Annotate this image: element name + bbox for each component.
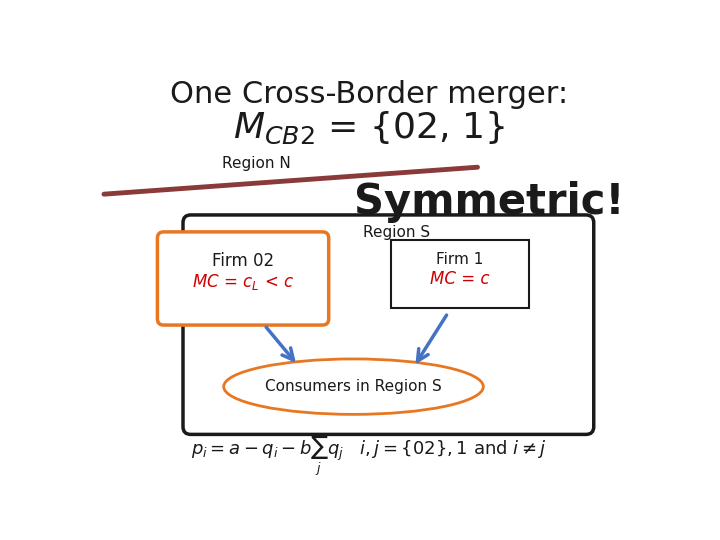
- FancyBboxPatch shape: [158, 232, 329, 325]
- Text: MC = c$_L$ < c: MC = c$_L$ < c: [192, 272, 294, 292]
- Text: MC = c: MC = c: [430, 270, 490, 288]
- Text: Firm 1: Firm 1: [436, 252, 483, 267]
- Text: Region N: Region N: [222, 156, 291, 171]
- Text: Region S: Region S: [363, 225, 430, 240]
- Text: One Cross-Border merger:: One Cross-Border merger:: [170, 79, 568, 109]
- Bar: [391, 240, 528, 308]
- Text: $p_i = a - q_i - b\sum_j q_j$   $i, j = \{02\}, 1$ and $i \neq j$: $p_i = a - q_i - b\sum_j q_j$ $i, j = \{…: [191, 434, 547, 478]
- Text: Symmetric!: Symmetric!: [354, 181, 625, 223]
- Ellipse shape: [224, 359, 483, 414]
- Text: Consumers in Region S: Consumers in Region S: [265, 379, 442, 394]
- FancyBboxPatch shape: [183, 215, 594, 434]
- Text: Firm 02: Firm 02: [212, 252, 274, 270]
- Text: $M_{CB2}$ = {02, 1}: $M_{CB2}$ = {02, 1}: [233, 110, 505, 146]
